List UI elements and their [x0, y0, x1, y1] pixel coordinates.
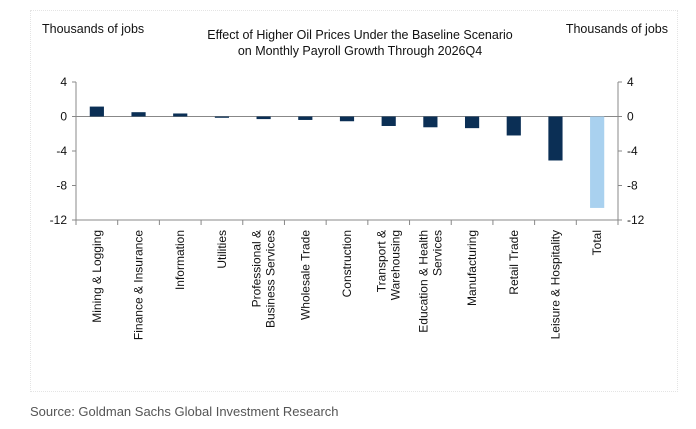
x-tick-label-line: Finance & Insurance: [132, 230, 146, 340]
chart-card: [30, 10, 678, 392]
x-tick-label-line: Leisure & Hospitality: [548, 230, 562, 339]
bar-manufacturing: [464, 116, 480, 129]
y-tick-label-left: -12: [50, 213, 68, 227]
bar-utilities: [214, 116, 230, 118]
y-tick-label-right: -4: [627, 144, 638, 158]
bar-mining-logging: [89, 106, 104, 117]
x-tick-label: Leisure & Hospitality: [548, 230, 562, 339]
x-tick-label: Education & HealthServices: [416, 230, 444, 333]
y-tick-label-left: 0: [60, 110, 67, 124]
x-tick-label: Retail Trade: [507, 230, 521, 295]
y-tick-label-right: -8: [627, 179, 638, 193]
x-tick-label: Professional &Business Services: [250, 230, 278, 328]
x-tick-label-line: Mining & Logging: [90, 230, 104, 323]
y-tick-label-left: 4: [60, 75, 67, 89]
x-tick-label-line: Total: [590, 230, 604, 255]
x-tick-label-line: Construction: [340, 230, 354, 297]
bar-education-health-services: [423, 116, 438, 128]
x-tick-label: Information: [173, 230, 187, 290]
y-tick-label-left: -8: [56, 179, 67, 193]
x-tick-label-line: Wholesale Trade: [298, 230, 312, 320]
x-tick-label: Wholesale Trade: [298, 230, 312, 320]
bar-professional-business-services: [256, 116, 271, 120]
y-axis-label-right: Thousands of jobs: [565, 22, 668, 36]
y-tick-label-left: -4: [56, 144, 67, 158]
x-tick-label-line: Business Services: [264, 230, 278, 328]
bar-total: [590, 116, 605, 208]
y-tick-label-right: 4: [627, 75, 634, 89]
bar-wholesale-trade: [298, 116, 313, 120]
y-axis-label-left: Thousands of jobs: [42, 22, 145, 36]
x-tick-label-line: Professional &: [250, 230, 264, 307]
x-tick-label-line: Services: [430, 230, 444, 276]
x-tick-label-line: Education & Health: [416, 230, 430, 333]
x-tick-label-line: Warehousing: [389, 230, 403, 300]
x-tick-label: Transport &Warehousing: [375, 230, 403, 300]
x-tick-label-line: Utilities: [215, 230, 229, 269]
x-tick-label: Finance & Insurance: [132, 230, 146, 340]
x-tick-label-line: Manufacturing: [465, 230, 479, 306]
x-tick-label-line: Retail Trade: [507, 230, 521, 295]
bar-construction: [339, 116, 355, 122]
bar-information: [173, 113, 188, 117]
x-tick-label: Manufacturing: [465, 230, 479, 306]
bar-retail-trade: [506, 116, 521, 136]
x-tick-label: Construction: [340, 230, 354, 297]
x-tick-label: Utilities: [215, 230, 229, 269]
x-tick-label-line: Information: [173, 230, 187, 290]
bar-leisure-hospitality: [548, 116, 563, 161]
y-tick-label-right: -12: [627, 213, 645, 227]
source-note: Source: Goldman Sachs Global Investment …: [30, 404, 339, 419]
bar-chart: 4 4 0 0 -4 -4 -8 -8 -12 -12 Mining & Logging Financ…: [50, 75, 645, 340]
x-tick-label: Mining & Logging: [90, 230, 104, 323]
chart-title: Effect of Higher Oil Prices Under the Ba…: [207, 28, 513, 58]
y-tick-label-right: 0: [627, 110, 634, 124]
x-tick-label: Total: [590, 230, 604, 255]
x-tick-label-line: Transport &: [375, 230, 389, 292]
bar-finance-insurance: [131, 112, 146, 117]
bar-transport-warehousing: [381, 116, 396, 126]
